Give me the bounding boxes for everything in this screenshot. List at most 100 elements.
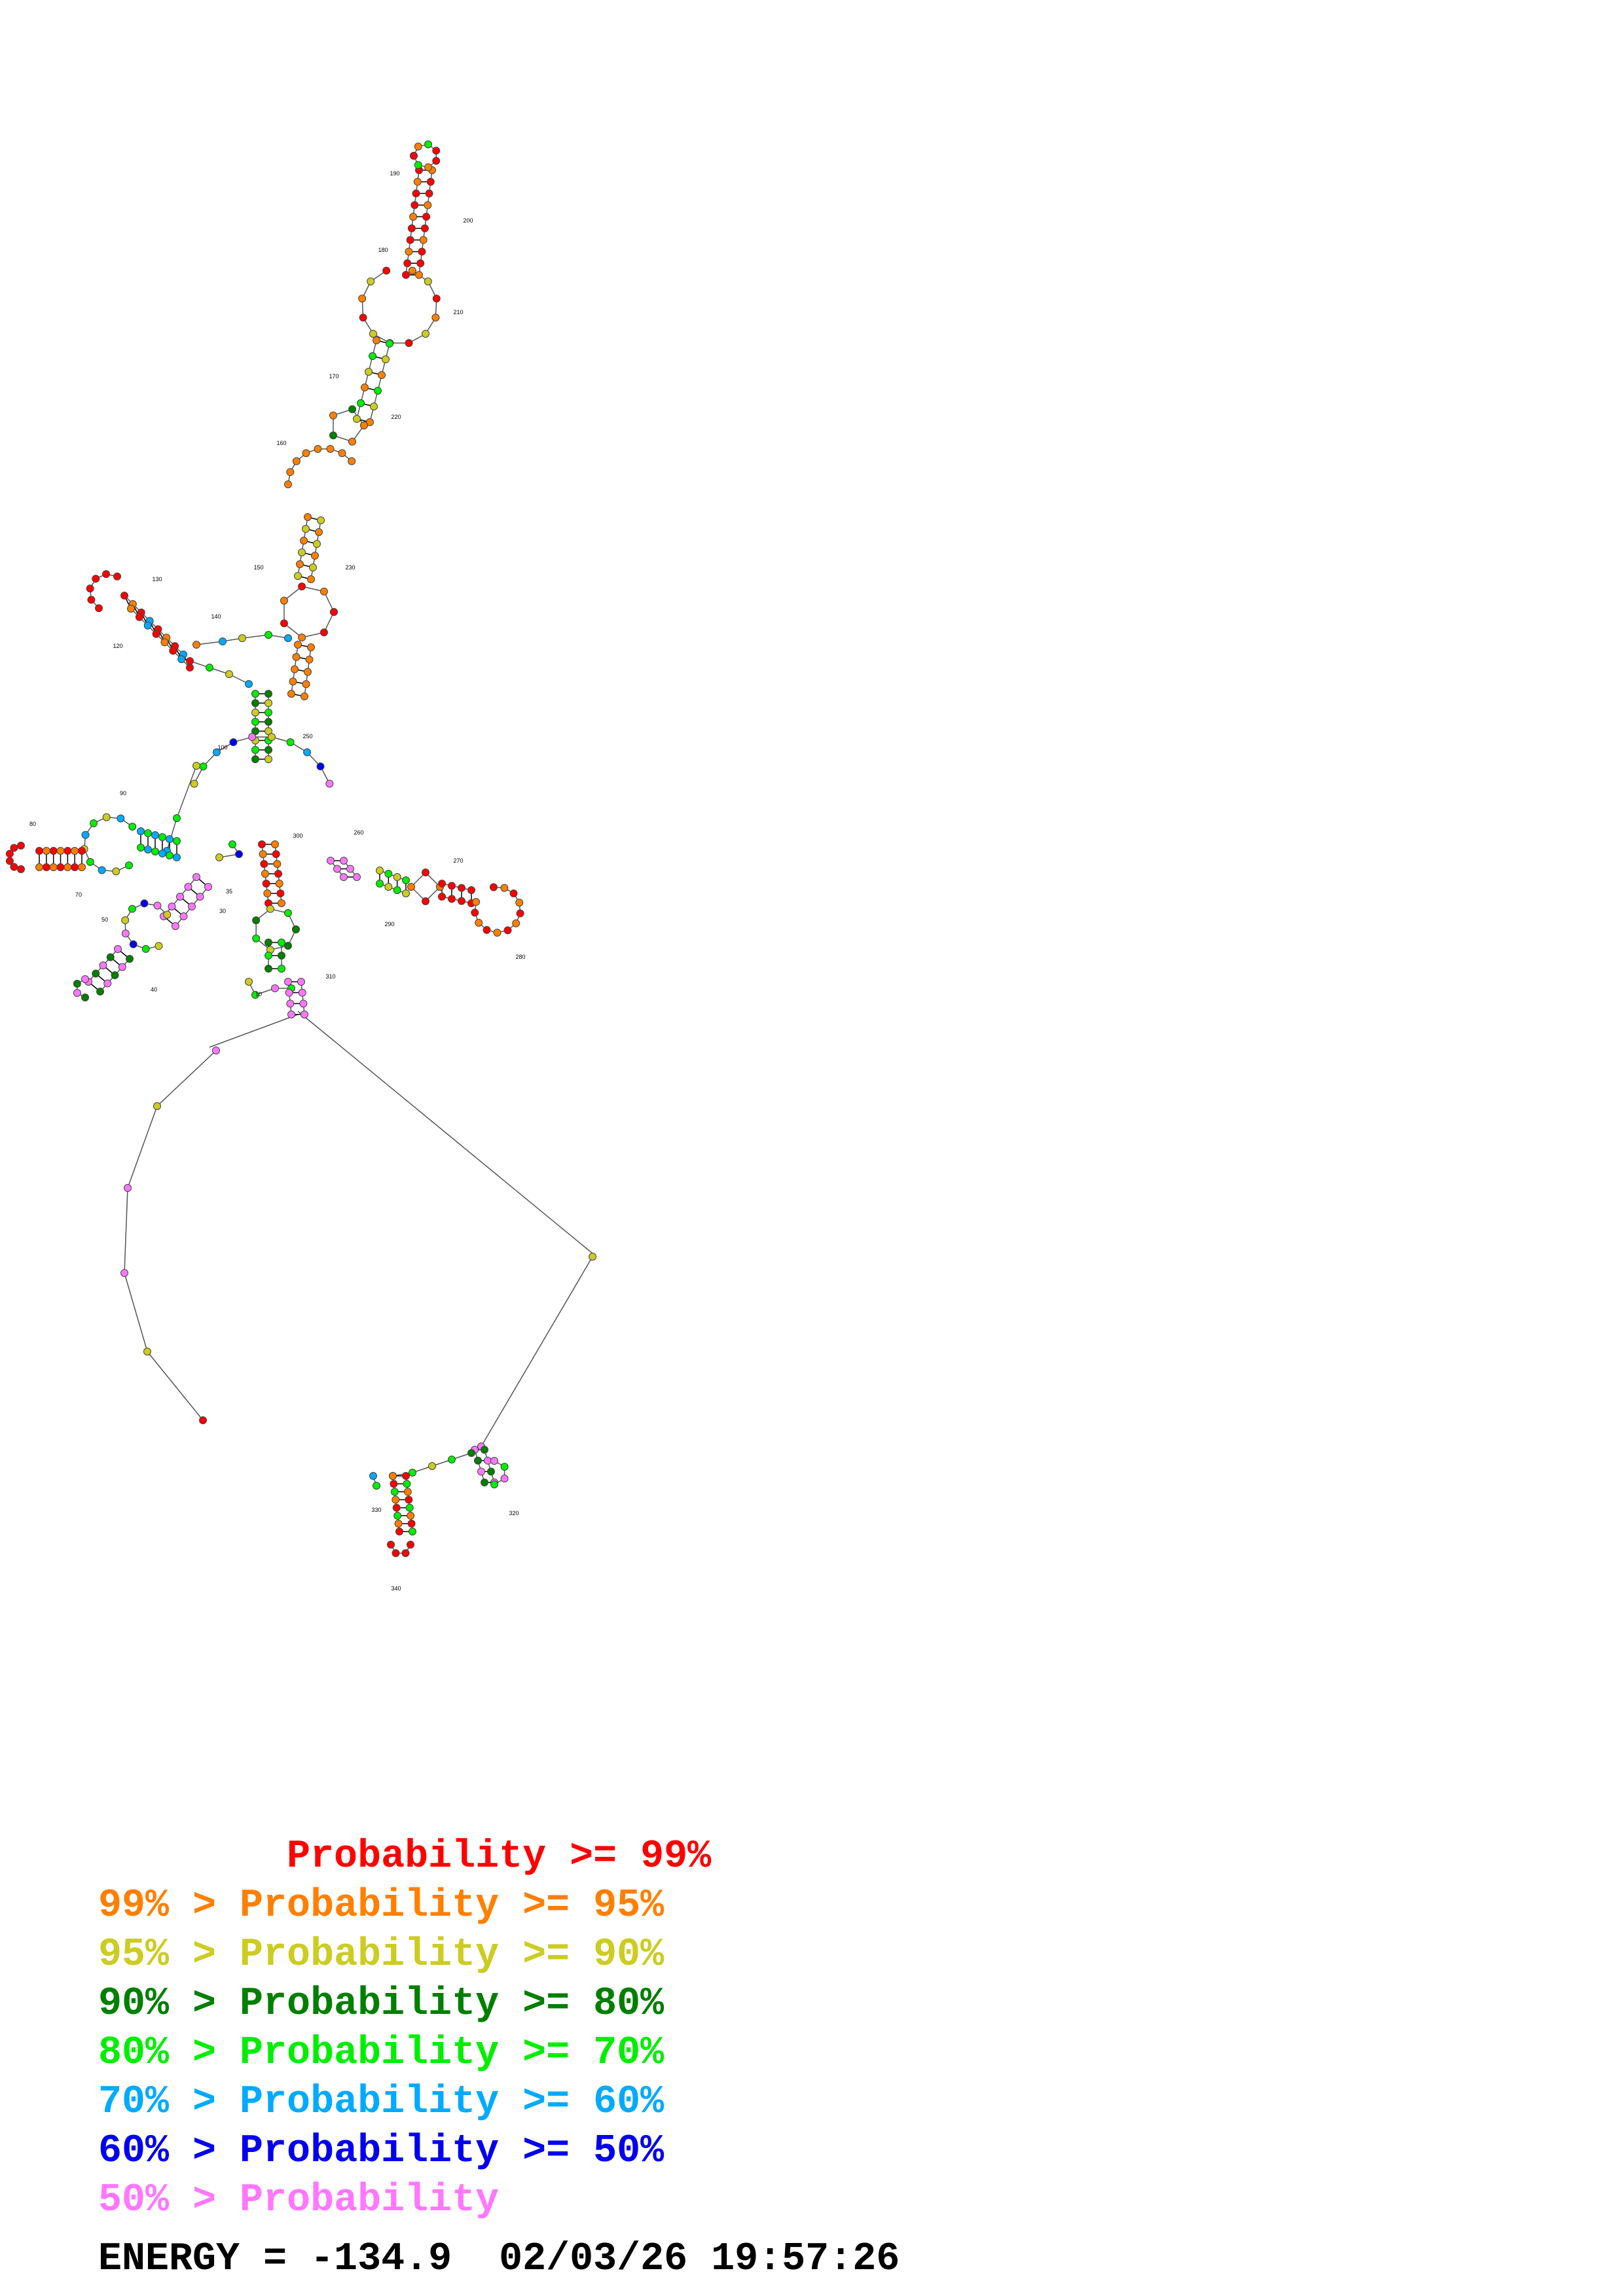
nucleotide [92,575,100,583]
nucleotide [405,1496,413,1504]
nucleotide [392,1503,401,1512]
nucleotide [390,1488,399,1496]
nucleotide [199,762,208,771]
nucleotide [305,655,314,664]
nucleotide [144,846,152,853]
nucleotide [73,989,81,997]
nucleotide [395,1528,403,1535]
position-label: 140 [211,613,221,620]
nucleotide [190,780,198,788]
nucleotide [361,384,369,391]
position-label: 50 [101,916,108,923]
nucleotide [458,884,465,892]
nucleotide [152,630,160,638]
legend-row: 99% > Probability >= 95% [98,1882,711,1931]
nucleotide [348,437,357,446]
nucleotide [503,926,512,935]
legend-prefix: 70% > [98,2080,240,2125]
nucleotide [357,399,365,407]
nucleotide [113,572,121,581]
nucleotide [143,1348,151,1355]
nucleotide [153,901,162,910]
nucleotide [373,336,380,344]
nucleotide [298,633,306,641]
nucleotide [472,898,481,906]
nucleotide [333,865,341,873]
legend-text: Probability >= 50% [240,2129,665,2174]
nucleotide [258,840,266,848]
nucleotide [245,680,253,688]
backbone-segment [297,1011,593,1254]
nucleotide [425,189,433,198]
nucleotide [87,596,96,604]
nucleotide [228,840,236,848]
nucleotide [325,780,334,788]
nucleotide [124,1184,132,1192]
position-label: 160 [276,440,286,446]
nucleotide [386,340,393,348]
nucleotide [206,664,213,672]
nucleotide [81,975,89,983]
nucleotide [106,953,115,961]
nucleotide [374,387,382,395]
nucleotide [414,161,422,170]
nucleotide [410,201,419,209]
position-label: 120 [113,643,122,649]
nucleotide [346,865,354,873]
nucleotide [121,929,130,938]
nucleotide [467,1449,475,1457]
nucleotide [313,540,321,548]
nucleotide [490,1457,498,1465]
nucleotide [285,988,293,997]
nucleotide [251,708,259,717]
nucleotide [500,884,509,892]
nucleotide [118,963,126,971]
nucleotide [86,584,94,593]
position-label: 260 [354,829,363,836]
nucleotide [184,883,192,891]
nucleotide [407,1519,416,1528]
nucleotide [192,762,200,770]
nucleotide [373,1482,380,1490]
nucleotide [278,899,285,907]
nucleotide [300,537,308,545]
nucleotide [432,295,441,303]
nucleotide [403,259,412,268]
legend-text: Probability >= 80% [240,1982,665,2026]
nucleotide [407,1541,414,1549]
energy-line: ENERGY = -134.9 02/03/26 19:57:26 [98,2237,900,2282]
nucleotide [92,969,100,978]
nucleotide [144,829,152,837]
position-label: 180 [378,247,388,253]
nucleotide [275,880,283,888]
nucleotide [10,844,18,852]
backbone-segment [127,1105,158,1189]
nucleotide [278,952,285,960]
nucleotide [278,939,285,946]
backbone-segment [481,1256,593,1447]
nucleotide [212,1047,220,1054]
nucleotide [263,889,272,897]
nucleotide [402,876,410,884]
nucleotide [406,236,414,244]
nucleotide [353,415,361,423]
nucleotide [141,944,150,953]
nucleotide [278,965,285,973]
nucleotide [251,717,259,726]
nucleotide [422,329,430,338]
nucleotide [359,314,367,322]
nucleotide [448,895,456,903]
position-label: 330 [371,1507,381,1513]
nucleotide [329,431,337,440]
nucleotide [467,886,475,894]
nucleotide [474,1456,482,1465]
position-label: 100 [217,744,227,751]
nucleotide [376,867,384,874]
nucleotide [264,699,272,708]
position-label: 150 [253,564,263,571]
nucleotide [401,1549,410,1557]
nucleotide [64,847,72,855]
nucleotide [17,842,25,850]
probability-legend: Probability >= 99% 99% > Probability >= 9… [98,1833,711,2225]
legend-prefix [98,1835,287,1879]
